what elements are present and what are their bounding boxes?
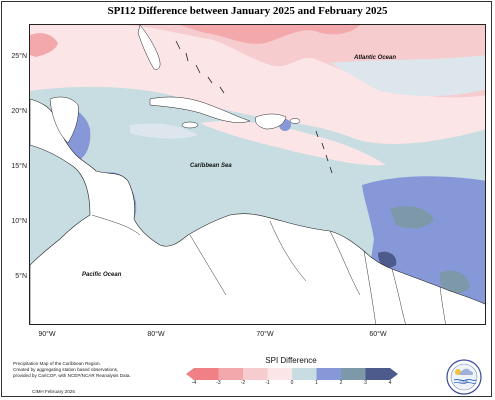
field-lightblue-atlantic (330, 55, 485, 96)
legend-swatch-4 (267, 368, 292, 380)
logo-text: CIMH (459, 380, 469, 384)
yucatan-peninsula (49, 96, 79, 144)
lat-label-15n: 15°N (11, 163, 27, 170)
field-slate-patch (390, 206, 434, 229)
cuba (149, 96, 251, 123)
country-borders (91, 214, 446, 324)
legend-tick: -4 (191, 380, 197, 386)
lat-label-5n: 5°N (15, 273, 27, 280)
legend-tick: 2 (339, 380, 343, 386)
legend-swatch-5 (292, 368, 317, 380)
island-chain (175, 40, 333, 174)
map-area (29, 24, 486, 325)
field-slate-patch-south (440, 270, 470, 294)
legend-tick: 3 (364, 380, 367, 386)
lon-label-90w: 90°W (38, 331, 56, 338)
field-pink-core (180, 25, 360, 44)
lat-label-25n: 25°N (11, 53, 27, 60)
legend-title: SPI Difference (265, 356, 317, 365)
legend-swatch-8 (365, 368, 390, 380)
hispaniola (255, 113, 287, 130)
label-caribbean-sea: Caribbean Sea (190, 163, 232, 169)
legend-tick: -2 (240, 380, 246, 386)
lat-label-10n: 10°N (11, 218, 27, 225)
lon-label-70w: 70°W (256, 331, 274, 338)
legend-tick: 4 (388, 380, 392, 386)
lon-label-80w: 80°W (147, 331, 165, 338)
lat-label-20n: 20°N (11, 108, 27, 115)
jamaica (181, 121, 199, 129)
legend-tick: -3 (216, 380, 221, 386)
legend-tick: -1 (265, 380, 270, 386)
legend-arrow-right (390, 368, 398, 380)
legend-colorbar (186, 368, 398, 380)
field-lightblue-patch (130, 123, 198, 139)
label-atlantic-ocean: Atlantic Ocean (354, 55, 397, 61)
legend-swatch-3 (243, 368, 268, 380)
lon-label-60w: 60°W (369, 331, 387, 338)
legend-tick: 0 (290, 380, 294, 386)
legend-tick: 1 (315, 380, 318, 386)
label-pacific-ocean: Pacific Ocean (82, 272, 122, 278)
puerto-rico (289, 118, 301, 124)
note-line-1: Precipitation Map of the Caribbean Regio… (13, 361, 101, 366)
footer-credit: CIMH February 2025 (32, 389, 75, 394)
legend-arrow-left (186, 368, 194, 380)
map-canvas (30, 25, 485, 324)
florida (137, 25, 161, 70)
cimh-logo-icon (446, 359, 482, 395)
map-notes: Precipitation Map of the Caribbean Regio… (13, 361, 173, 379)
legend-swatch-1 (194, 368, 219, 380)
map-title: SPI12 Difference between January 2025 an… (107, 5, 388, 17)
field-pink-west (30, 33, 58, 57)
legend-swatch-2 (218, 368, 243, 380)
note-line-2: Created by aggregating station based obs… (13, 367, 119, 372)
legend-swatch-6 (316, 368, 341, 380)
field-pink-tongue (200, 120, 386, 166)
mainland (30, 98, 485, 324)
legend-swatch-7 (341, 368, 366, 380)
field-darkblue-spot (378, 251, 397, 268)
note-line-3: provided by CariCOF, with NCEP/NCAR Rean… (13, 373, 131, 378)
